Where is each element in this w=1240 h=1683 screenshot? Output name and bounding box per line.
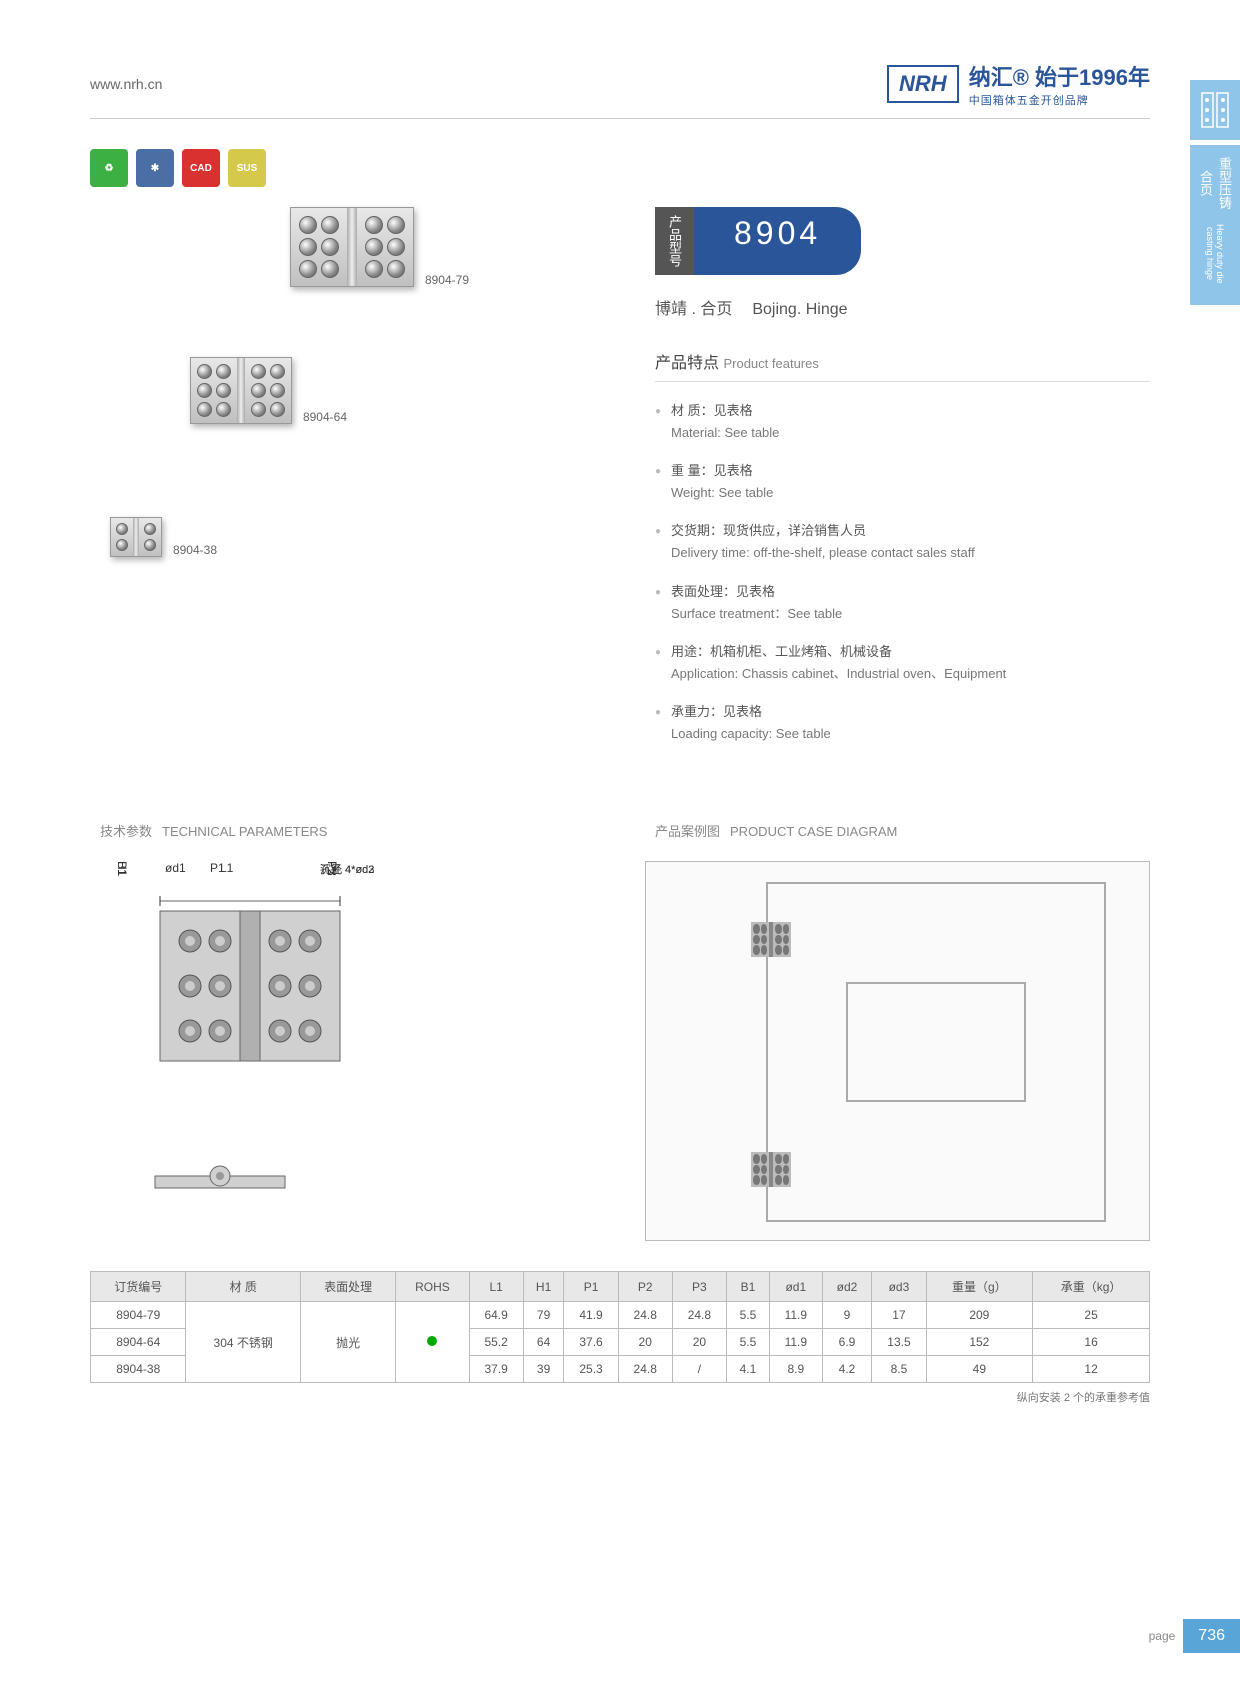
hinge-icon [1190,80,1240,140]
feature-item: 材 质：见表格Material: See table [655,400,1150,444]
side-category-label: 重型压铸合页 Heavy duty die casting hinge [1190,145,1240,305]
table-row: 8904-79304 不锈钢抛光64.97941.924.824.85.511.… [91,1302,1150,1329]
product-images: 8904-79 8904-64 8904-3 [90,207,585,687]
model-tag: 产品型号 [655,207,694,275]
page-footer: page 736 [1149,1619,1240,1653]
cert-badge: ♻ [90,149,128,187]
logo-area: NRH 纳汇® 始于1996年 中国箱体五金开创品牌 [887,60,1150,108]
website-url: www.nrh.cn [90,76,162,92]
page-header: www.nrh.cn NRH 纳汇® 始于1996年 中国箱体五金开创品牌 [90,60,1150,119]
badge-row: ♻✱CADSUS [90,149,1150,187]
side-category-tab: 重型压铸合页 Heavy duty die casting hinge [1190,80,1240,305]
model-number: 8904 [694,207,861,275]
features-title: 产品特点 Product features [655,349,1150,382]
feature-item: 重 量：见表格Weight: See table [655,460,1150,504]
spec-table: 订货编号材 质表面处理ROHSL1H1P1P2P3B1ød1ød2ød3重量（g… [90,1271,1150,1383]
tech-params-title: 技术参数TECHNICAL PARAMETERS [90,821,595,841]
feature-item: 交货期：现货供应，详洽销售人员Delivery time: off-the-sh… [655,520,1150,564]
features-list: 材 质：见表格Material: See table 重 量：见表格Weight:… [655,400,1150,745]
logo-mark: NRH [887,65,959,103]
tech-diagram: L1 H1 P1 P3 P2 [90,861,595,1241]
feature-item: 承重力：见表格Loading capacity: See table [655,701,1150,745]
brand-name: 纳汇® 始于1996年 [969,60,1150,92]
brand-tagline: 中国箱体五金开创品牌 [969,92,1150,108]
model-name: 博靖 . 合页Bojing. Hinge [655,295,1150,319]
case-diagram [645,861,1150,1241]
cert-badge: CAD [182,149,220,187]
table-note: 纵向安装 2 个的承重参考值 [90,1389,1150,1405]
feature-item: 表面处理：见表格Surface treatment：See table [655,581,1150,625]
case-diagram-title: 产品案例图PRODUCT CASE DIAGRAM [645,821,1150,841]
cert-badge: ✱ [136,149,174,187]
cert-badge: SUS [228,149,266,187]
feature-item: 用途：机箱机柜、工业烤箱、机械设备Application: Chassis ca… [655,641,1150,685]
model-header: 产品型号 8904 [655,207,1150,275]
